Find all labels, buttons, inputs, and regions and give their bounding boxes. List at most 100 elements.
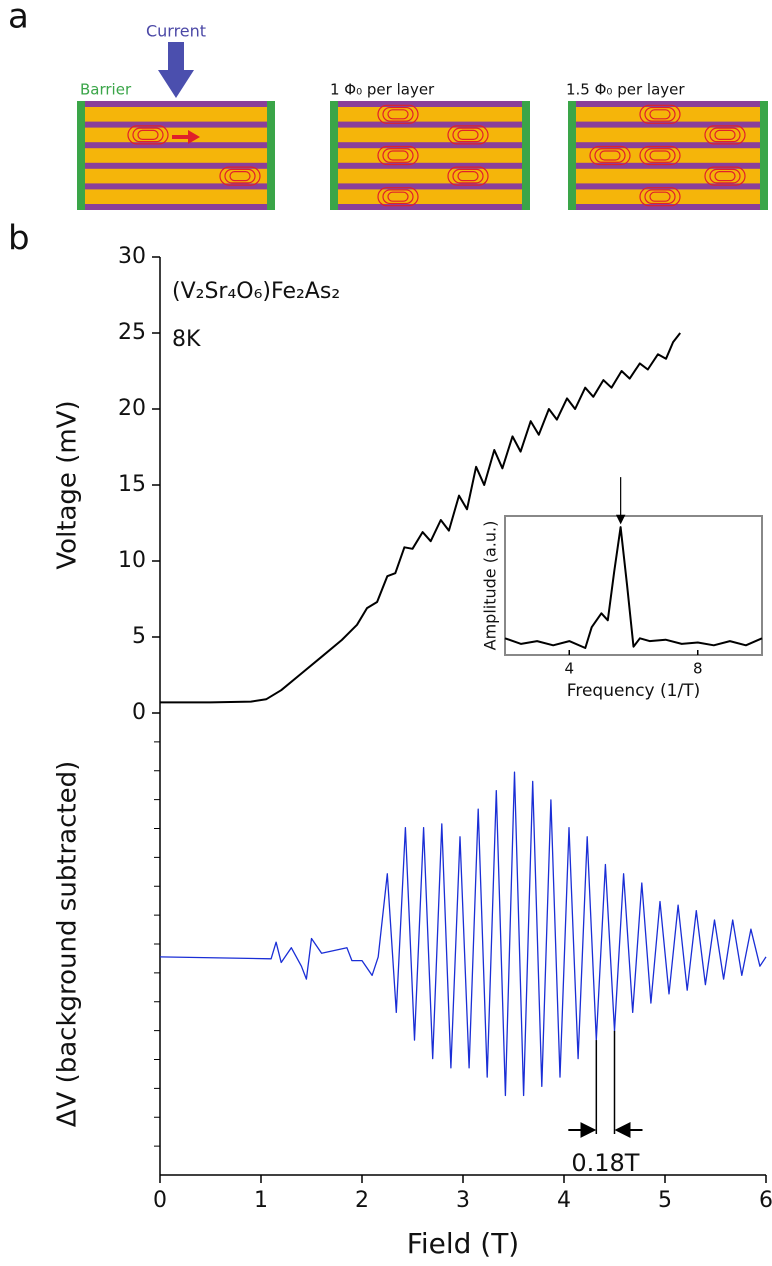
vortex [452,127,484,143]
y-tick-label: 15 [118,472,146,497]
layer-stack [330,104,530,207]
layer-stack [568,104,768,207]
vortex [382,189,414,205]
vortex [704,166,746,186]
inset-frame [504,515,763,656]
barrier-layer [77,162,275,169]
y-axis-label: Amplitude (a.u.) [481,521,500,651]
vortex [452,168,484,184]
barrier-layer [568,121,768,128]
current-arrow [158,42,194,98]
y-tick-label: 0 [132,700,146,725]
vortex [377,187,419,207]
vortex [377,104,419,124]
y-tick-label: 30 [118,244,146,269]
barrier-layer [330,142,530,149]
layer-stacks [77,101,768,210]
x-tick-label: 3 [456,1188,470,1213]
vortex [644,106,676,122]
x-axis-label: Frequency (1/T) [567,681,700,701]
barrier-layer [568,101,768,107]
vortex [594,148,626,163]
barrier-layer [77,142,275,149]
annotation: (V₂Sr₄O₆)Fe₂As₂ [172,279,340,304]
vortex [132,127,164,143]
barrier-wall [267,101,275,210]
vortex [382,106,414,122]
layer-stack [77,104,275,207]
panel-label: b [8,219,30,259]
x-tick-label: 1 [254,1188,268,1213]
barrier-layer [330,204,530,210]
vortex [709,168,741,184]
vortex [714,171,736,182]
barrier-layer [568,204,768,210]
vortex [377,145,419,166]
x-tick-label: 5 [658,1188,672,1213]
annotation: 0.18T [571,1149,639,1177]
vortex [644,148,676,163]
vortex [589,145,631,166]
barrier-wall [330,101,338,210]
vortex [387,109,409,120]
barrier-wall [77,101,85,210]
barrier-layer [77,101,275,107]
y-tick-label: 10 [118,548,146,573]
barrier-layer [568,183,768,190]
vortex [709,127,741,143]
y-axis-label: Voltage (mV) [53,400,83,569]
barrier-layer [568,142,768,149]
vortex [127,125,169,145]
y-tick-label: 5 [132,624,146,649]
data-line [504,526,763,649]
caption: 1.5 Φ₀ per layer [566,81,685,99]
x-tick-label: 2 [355,1188,369,1213]
x-tick-label: 4 [564,660,574,678]
annotation: 8K [172,327,201,352]
vortex [599,150,621,161]
data-line [160,332,681,704]
motion-arrow [172,130,200,144]
vortex [644,189,676,205]
vortex [382,148,414,163]
y-tick-label: 25 [118,320,146,345]
vortex [224,168,256,184]
panel-label: a [8,0,29,37]
x-tick-label: 8 [693,660,703,678]
vortex [447,166,489,186]
x-axis-label: Field (T) [407,1227,519,1260]
barrier-label: Barrier [80,81,132,99]
barrier-wall [760,101,768,210]
vortex [649,191,671,202]
vortex [704,125,746,145]
current-label: Current [146,22,206,41]
vortex [714,129,736,140]
x-tick-label: 0 [153,1188,167,1213]
barrier-wall [568,101,576,210]
vortex [387,191,409,202]
vortex [649,109,671,120]
vortex [387,150,409,161]
vortex [229,171,251,182]
caption: 1 Φ₀ per layer [330,81,435,99]
barrier-layer [77,121,275,128]
vortex [447,125,489,145]
y-tick-label: 20 [118,396,146,421]
vortex [219,166,261,186]
vortex [639,187,681,207]
barrier-layer [330,121,530,128]
barrier-layer [568,162,768,169]
vortex [639,145,681,166]
data-line [159,771,767,1097]
barrier-layer [330,101,530,107]
barrier-layer [330,162,530,169]
barrier-layer [77,183,275,190]
y-axis-label: ΔV (background subtracted) [53,761,83,1128]
barrier-layer [330,183,530,190]
vortex [457,171,479,182]
vortex [639,104,681,124]
barrier-wall [522,101,530,210]
x-tick-label: 4 [557,1188,571,1213]
x-tick-label: 6 [759,1188,772,1213]
